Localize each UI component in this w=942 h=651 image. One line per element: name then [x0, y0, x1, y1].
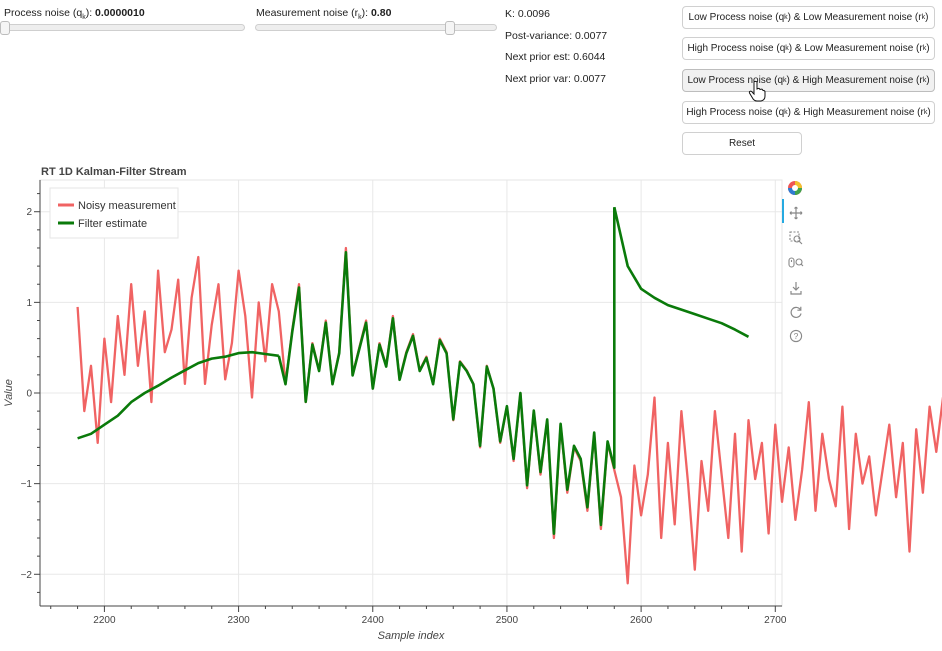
x-tick-label: 2500	[496, 615, 519, 626]
noisy-measurement-series	[76, 246, 942, 585]
pan-icon[interactable]	[788, 205, 804, 221]
filter-estimate-line	[277, 207, 616, 535]
x-axis-label: Sample index	[378, 630, 445, 642]
preset-high-q-low-r-button[interactable]: High Process noise (q k) & Low Measuremen…	[682, 37, 935, 60]
filter-estimate-line	[613, 206, 750, 338]
chart-axes: 2200 2300 2400 2500 2600 2700 −2 −1 0 1 2 Sample in…	[3, 180, 787, 642]
preset-high-q-high-r-button[interactable]: High Process noise (q k) & High Measureme…	[682, 101, 935, 124]
next-prior-est-text: Next prior est: 0.6044	[505, 51, 606, 63]
y-tick-label: 0	[26, 389, 32, 400]
measurement-noise-slider-handle[interactable]	[444, 21, 455, 35]
measurement-noise-slider[interactable]	[255, 24, 497, 31]
y-tick-label: 2	[26, 207, 32, 218]
measurement-noise-label: Measurement noise (rk): 0.80	[256, 7, 392, 22]
process-noise-label: Process noise (qk): 0.0000010	[4, 7, 145, 22]
filter-estimate-line	[77, 350, 279, 440]
x-tick-label: 2700	[764, 615, 787, 626]
x-tick-label: 2300	[227, 615, 250, 626]
legend-box	[49, 187, 179, 239]
preset-low-q-high-r-button[interactable]: Low Process noise (q k) & High Measuremen…	[682, 69, 935, 92]
x-tick-label: 2200	[93, 615, 116, 626]
help-icon[interactable]: ?	[788, 328, 804, 344]
chart-title: RT 1D Kalman-Filter Stream	[41, 166, 187, 178]
box-zoom-icon[interactable]	[788, 230, 804, 246]
reset-icon[interactable]	[788, 304, 804, 320]
legend-label: Noisy measurement	[78, 200, 176, 212]
preset-low-q-low-r-button[interactable]: Low Process noise (q k) & Low Measurement…	[682, 6, 935, 29]
save-icon[interactable]	[788, 280, 804, 296]
y-axis-label: Value	[3, 379, 15, 407]
bokeh-logo-icon[interactable]	[787, 180, 803, 196]
y-tick-label: −1	[21, 479, 33, 490]
chart-grid	[40, 180, 782, 606]
kalman-gain-text: K: 0.0096	[505, 8, 550, 20]
process-noise-slider-handle[interactable]	[0, 21, 10, 35]
legend-label: Filter estimate	[78, 218, 147, 230]
process-noise-value: 0.0000010	[95, 7, 145, 19]
chart-legend: Noisy measurement Filter estimate	[49, 187, 179, 239]
hand-cursor-icon	[748, 80, 766, 102]
x-tick-label: 2600	[630, 615, 653, 626]
wheel-zoom-icon[interactable]	[788, 255, 804, 271]
post-variance-text: Post-variance: 0.0077	[505, 30, 608, 42]
next-prior-var-text: Next prior var: 0.0077	[505, 73, 606, 85]
x-tick-label: 2400	[362, 615, 385, 626]
filter-estimate-series	[77, 206, 750, 535]
svg-text:?: ?	[794, 331, 799, 341]
y-tick-label: 1	[26, 298, 32, 309]
measurement-noise-value: 0.80	[370, 7, 392, 19]
y-tick-label: −2	[21, 570, 33, 581]
toolbar-active-indicator	[782, 199, 784, 223]
noisy-measurement-line	[76, 246, 942, 585]
reset-button[interactable]: Reset	[682, 132, 802, 155]
